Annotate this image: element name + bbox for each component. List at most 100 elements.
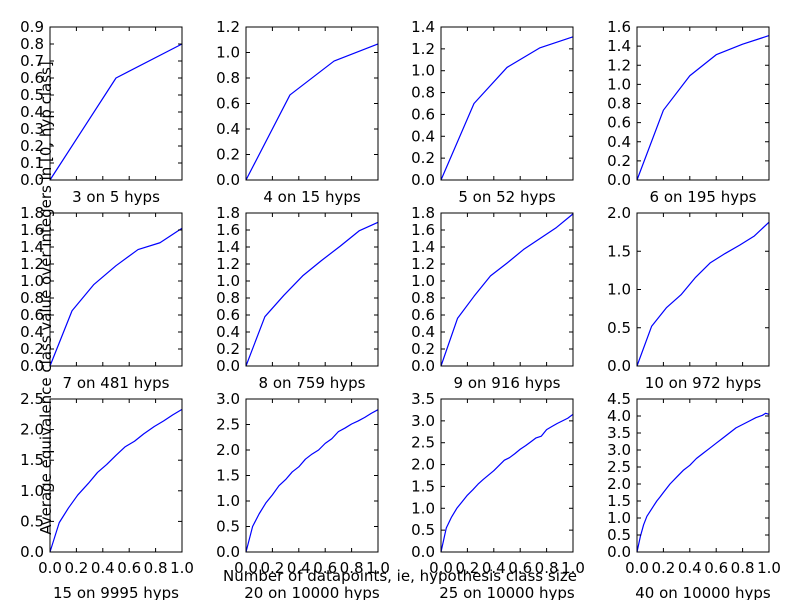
y-tick-label: 1.8 (411, 204, 435, 222)
y-tick-label: 0.0 (20, 543, 44, 561)
subplot-12: 0.0 0.2 0.4 0.6 0.8 1.00.00.51.01.52.02.53.03… (607, 390, 781, 600)
subplot-3: 0.0 0.2 0.4 0.6 0.8 1.0 1.2 1.4 5 on 52 hyps (411, 18, 574, 206)
y-tick-label: 0.0 (607, 543, 631, 561)
y-tick-label: 1.2 (607, 56, 631, 74)
figure-x-label: Number of datapoints, ie, hypothesis cla… (223, 567, 577, 585)
subplot-title: 4 on 15 hyps (263, 188, 361, 206)
y-tick-label: 0.4 (411, 127, 435, 145)
y-tick-label: 0.4 (607, 133, 631, 151)
y-tick-label: 0.8 (216, 289, 240, 307)
x-tick-label: 0.4 (678, 559, 702, 577)
y-tick-label: 3.0 (216, 390, 240, 408)
y-tick-label: 0.6 (411, 306, 435, 324)
y-tick-label: 3.5 (411, 390, 435, 408)
subplot-title: 3 on 5 hyps (72, 188, 160, 206)
y-tick-label: 0.0 (607, 357, 631, 375)
y-tick-label: 0.5 (607, 319, 631, 337)
x-tick-label: 1.0 (757, 559, 781, 577)
subplot-title: 25 on 10000 hyps (439, 584, 575, 600)
x-tick-label: 0.8 (340, 559, 364, 577)
series-line (245, 43, 379, 181)
y-tick-label: 1.4 (411, 238, 435, 256)
axes-frame (440, 212, 574, 367)
y-tick-label: 0.8 (20, 289, 44, 307)
y-tick-label: 1.6 (411, 221, 435, 239)
series-line (636, 412, 770, 553)
subplot-title: 9 on 916 hyps (454, 374, 561, 392)
y-tick-label: 0.2 (216, 146, 240, 164)
y-tick-label: 1.5 (20, 451, 44, 469)
y-tick-label: 0.6 (20, 306, 44, 324)
y-tick-label: 0.0 (216, 171, 240, 189)
x-tick-label: 0.6 (704, 559, 728, 577)
y-tick-label: 0.0 (20, 171, 44, 189)
y-tick-label: 0.4 (216, 323, 240, 341)
y-tick-label: 0.8 (20, 35, 44, 53)
y-tick-label: 0.3 (20, 120, 44, 138)
x-tick-label: 0.2 (651, 559, 675, 577)
subplot-7: 0.00.20.40.60.81.01.21.41.61.8 9 on 916 h… (411, 204, 574, 392)
figure-y-label: Average equivalence class value over int… (37, 61, 55, 534)
axes-frame (49, 26, 183, 181)
series-line (49, 43, 183, 181)
y-tick-label: 2.0 (607, 204, 631, 222)
y-tick-label: 0.8 (411, 84, 435, 102)
y-tick-label: 1.0 (20, 272, 44, 290)
y-tick-label: 4.0 (607, 407, 631, 425)
y-tick-label: 0.6 (216, 306, 240, 324)
y-tick-label: 0.4 (411, 323, 435, 341)
axes-frame (49, 398, 183, 553)
y-tick-label: 0.2 (411, 149, 435, 167)
series-line (245, 221, 379, 367)
x-tick-label: 1.0 (561, 559, 585, 577)
axes-frame (636, 398, 770, 553)
subplot-title: 10 on 972 hyps (645, 374, 762, 392)
y-tick-label: 1.2 (216, 18, 240, 36)
y-tick-label: 1.5 (607, 242, 631, 260)
y-tick-label: 2.5 (20, 390, 44, 408)
y-tick-label: 0.6 (20, 69, 44, 87)
y-tick-label: 0.2 (216, 340, 240, 358)
x-tick-label: 0.0 (625, 559, 649, 577)
series-line (440, 213, 574, 367)
series-line (440, 36, 574, 181)
axes-frame (245, 26, 379, 181)
y-tick-label: 1.5 (411, 477, 435, 495)
x-tick-label: 0.6 (117, 559, 141, 577)
series-line (49, 408, 183, 553)
y-tick-label: 0.0 (216, 543, 240, 561)
y-tick-label: 1.0 (216, 492, 240, 510)
y-tick-label: 0.5 (20, 512, 44, 530)
y-tick-label: 0.2 (411, 340, 435, 358)
series-line (440, 413, 574, 553)
subplot-2: 0.0 0.2 0.4 0.6 0.8 1.0 1.2 4 on 15 hyps (216, 18, 379, 206)
x-tick-label: 0.0 (429, 559, 453, 577)
subplot-title: 8 on 759 hyps (259, 374, 366, 392)
y-tick-label: 1.4 (216, 238, 240, 256)
series-line (636, 35, 770, 181)
series-line (245, 409, 379, 553)
y-tick-label: 1.4 (607, 37, 631, 55)
y-tick-label: 1.4 (411, 18, 435, 36)
y-tick-label: 1.0 (20, 482, 44, 500)
y-tick-label: 3.0 (607, 441, 631, 459)
y-tick-label: 3.5 (607, 424, 631, 442)
x-tick-label: 0.2 (260, 559, 284, 577)
subplot-5: 0.00.20.40.60.81.01.21.41.61.8 7 on 481 h… (20, 204, 183, 392)
axes-frame (440, 26, 574, 181)
subplot-10: 0.0 0.2 0.4 0.6 0.8 1.00.00.51.01.52.02.53.02… (216, 390, 390, 600)
y-tick-label: 1.5 (216, 467, 240, 485)
y-tick-label: 1.2 (20, 255, 44, 273)
y-tick-label: 2.5 (607, 458, 631, 476)
subplot-8: 0.0 0.5 1.0 1.5 2.0 10 on 972 hyps (607, 204, 770, 392)
y-tick-label: 1.2 (216, 255, 240, 273)
y-tick-label: 0.0 (411, 171, 435, 189)
x-tick-label: 0.2 (64, 559, 88, 577)
x-tick-label: 0.0 (234, 559, 258, 577)
y-tick-label: 0.4 (20, 323, 44, 341)
y-tick-label: 0.0 (20, 357, 44, 375)
y-tick-label: 0.0 (411, 543, 435, 561)
x-tick-label: 0.4 (91, 559, 115, 577)
y-tick-label: 0.0 (607, 171, 631, 189)
